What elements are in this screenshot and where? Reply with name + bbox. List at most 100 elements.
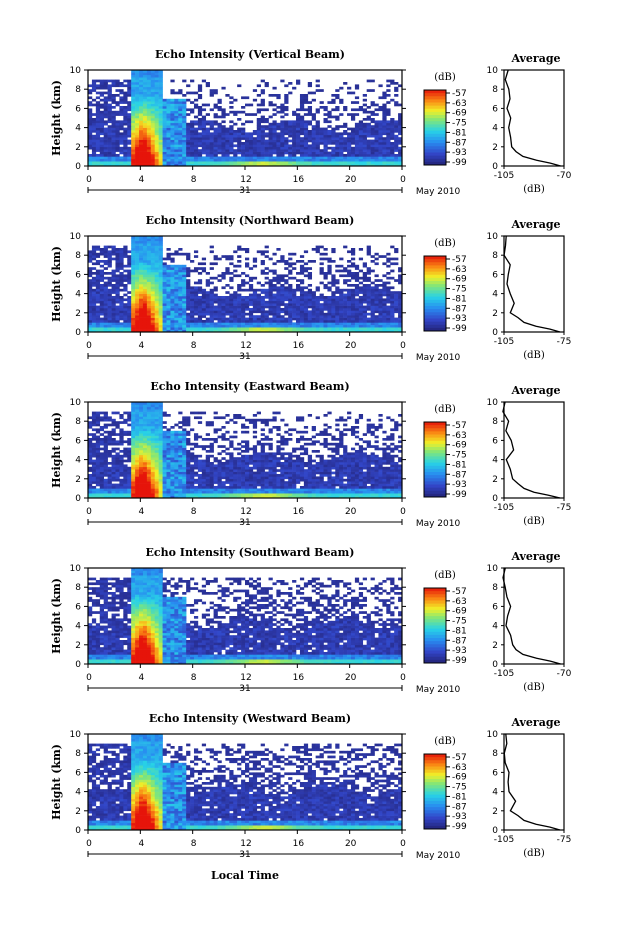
heatmap-cell [335, 146, 340, 150]
heatmap-cell [131, 264, 136, 268]
heatmap-cell [268, 308, 273, 311]
heatmap-cell [170, 260, 175, 263]
heatmap-cell [95, 269, 101, 273]
heatmap-cell [135, 130, 140, 133]
heatmap-cell [186, 134, 191, 138]
heatmap-cell [139, 238, 144, 242]
heatmap-cell [213, 156, 218, 160]
heatmap-cell [123, 269, 128, 273]
heatmap-cell [362, 308, 367, 311]
heatmap-cell [154, 267, 159, 270]
heatmap-cell [154, 300, 159, 304]
heatmap-cell [158, 483, 163, 487]
heatmap-cell [374, 315, 379, 318]
heatmap-cell [221, 255, 226, 258]
heatmap-cell [135, 84, 140, 88]
heatmap-cell [174, 139, 179, 143]
heatmap-cell [119, 276, 124, 280]
heatmap-cell [252, 158, 258, 162]
heatmap-cell [307, 284, 313, 287]
heatmap-cell [107, 450, 112, 453]
heatmap-cell [350, 142, 356, 145]
heatmap-cell [111, 447, 116, 451]
heatmap-cell [95, 281, 101, 285]
heatmap-cell [241, 106, 246, 109]
heatmap-cell [131, 423, 136, 427]
heatmap-cell [354, 272, 360, 275]
heatmap-cell [390, 122, 395, 126]
heatmap-cell [288, 329, 293, 333]
heatmap-cell [209, 305, 214, 309]
heatmap-cell [146, 125, 152, 128]
heatmap-cell [162, 284, 167, 287]
heatmap-cell [284, 286, 289, 290]
heatmap-cell [327, 113, 332, 116]
heatmap-cell [190, 151, 195, 155]
heatmap-cell [95, 132, 101, 136]
heatmap-cell [158, 98, 163, 102]
heatmap-cell [182, 139, 187, 143]
heatmap-cell [205, 84, 210, 88]
heatmap-cell [99, 490, 104, 494]
heatmap-cell [382, 125, 387, 128]
heatmap-cell [382, 312, 387, 316]
heatmap-cell [323, 305, 328, 309]
heatmap-cell [88, 122, 93, 126]
heatmap-cell [311, 329, 316, 333]
heatmap-cell [343, 315, 348, 318]
heatmap-cell [209, 163, 214, 167]
heatmap-cell [335, 89, 340, 92]
heatmap-cell [335, 310, 340, 314]
heatmap-cell [190, 137, 195, 140]
heatmap-cell [131, 94, 136, 97]
heatmap-cell [127, 82, 132, 85]
heatmap-cell [91, 130, 97, 133]
heatmap-cell [174, 120, 179, 124]
colorbar-segment [424, 262, 446, 266]
avg-x-tick-label: -105 [494, 337, 514, 347]
heatmap-cell [91, 320, 97, 323]
heatmap-cell [268, 269, 273, 273]
heatmap-cell [323, 151, 328, 155]
heatmap-cell [264, 144, 269, 148]
heatmap-cell [217, 312, 222, 316]
heatmap-cell [315, 315, 320, 318]
heatmap-cell [398, 115, 403, 119]
heatmap-cell [142, 269, 148, 273]
heatmap-cell [398, 315, 403, 318]
heatmap-cell [343, 308, 348, 311]
heatmap-cell [296, 156, 301, 160]
heatmap-cell [378, 120, 383, 124]
heatmap-cell [103, 245, 108, 249]
heatmap-cell [135, 281, 140, 285]
heatmap-cell [382, 132, 387, 136]
heatmap-cell [107, 276, 112, 280]
heatmap-cell [205, 146, 210, 150]
heatmap-cell [146, 464, 152, 468]
heatmap-cell [307, 327, 313, 330]
heatmap-cell [225, 156, 230, 160]
heatmap-cell [162, 272, 167, 275]
heatmap-cell [390, 305, 395, 309]
heatmap-cell [276, 288, 281, 292]
heatmap-cell [378, 156, 383, 160]
heatmap-cell [139, 108, 144, 112]
heatmap-cell [299, 122, 305, 126]
heatmap-cell [303, 329, 309, 333]
heatmap-cell [95, 478, 101, 482]
heatmap-cell [382, 122, 387, 126]
heatmap-cell [323, 257, 328, 261]
heatmap-cell [252, 98, 258, 102]
heatmap-cell [264, 329, 269, 333]
heatmap-cell [150, 260, 156, 263]
heatmap-cell [299, 163, 305, 167]
colorbar-tick-label: -81 [452, 128, 467, 138]
heatmap-cell [142, 245, 148, 249]
heatmap-cell [103, 281, 108, 285]
heatmap-cell [343, 298, 348, 302]
heatmap-cell [339, 327, 344, 330]
heatmap-cell [354, 305, 360, 309]
heatmap-cell [103, 483, 108, 487]
heatmap-cell [233, 320, 238, 323]
